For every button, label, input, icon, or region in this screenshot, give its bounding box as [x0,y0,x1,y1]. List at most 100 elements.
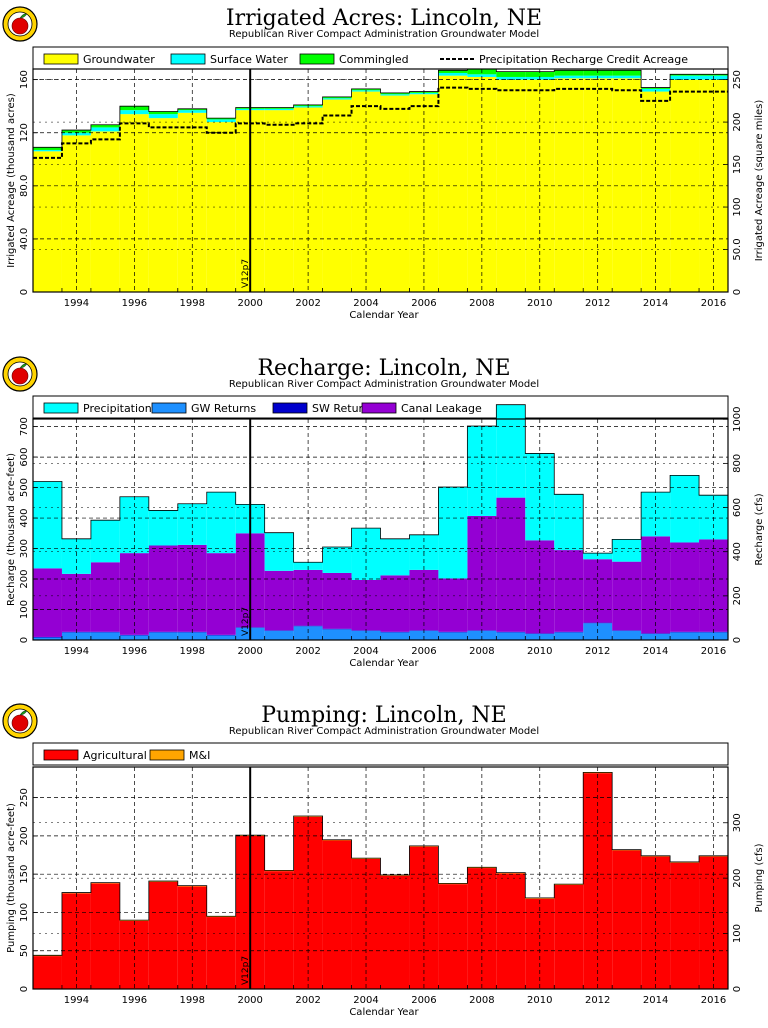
legend-swatch-agricultural [43,749,79,761]
bar-precipitation-1993 [33,481,62,569]
bar-sw-returns-2010 [525,633,555,634]
chart-subtitle: Republican River Compact Administration … [229,29,539,40]
bar-commingled-2010 [525,71,555,77]
legend-box [32,742,729,766]
bar-gw-returns-1995 [90,632,120,640]
y-tick-label: 80.0 [19,175,30,197]
bar-groundwater-2011 [554,78,584,293]
bar-sw-returns-2009 [496,631,526,633]
bar-precipitation-2005 [380,538,410,576]
bar-agricultural-2011 [554,884,584,989]
bar-commingled-2016 [699,74,728,76]
chart-title: Recharge: Lincoln, NE [257,356,510,381]
x-tick-label: 1994 [64,298,89,309]
logo-apple [11,17,29,35]
y-tick-label: 700 [19,417,30,436]
bar-agricultural-1999 [206,917,236,989]
gridlines [33,767,728,989]
x-tick-label: 2000 [237,995,262,1006]
bar-sw-returns-1997 [148,631,178,633]
bar-sw-returns-1995 [90,631,120,633]
bar-canal-leakage-2001 [264,570,294,631]
bar-commingled-2003 [322,96,352,99]
bar-commingled-1993 [33,147,62,150]
x-tick-label: 2014 [643,995,668,1006]
bar-precipitation-2009 [496,404,526,498]
bar-groundwater-1993 [33,151,62,292]
bar-canal-leakage-2003 [322,572,352,629]
chart-subtitle: Republican River Compact Administration … [229,726,539,737]
x-tick-label: 1998 [180,995,205,1006]
y2-tick-label: 150 [732,155,743,174]
bar-gw-returns-2002 [293,626,323,640]
x-tick-label: 2012 [585,995,610,1006]
bar-surface-water-2009 [496,76,526,80]
bar-groundwater-2013 [612,78,642,293]
y2-tick-label: 100 [732,924,743,943]
y2-tick-label: 250 [732,70,743,89]
bar-sw-returns-1999 [206,634,236,636]
bar-canal-leakage-1993 [33,568,62,637]
y2-tick-label: 800 [732,454,743,473]
model-version-label: V12p7 [241,607,251,636]
apple-logo-icon [2,6,38,42]
precip-credit-line [33,86,728,159]
logo-leaf [19,710,28,716]
bar-sw-returns-2001 [264,630,294,631]
bar-gw-returns-2003 [322,629,352,640]
y2-tick-label: 0 [732,637,743,643]
logo-apple [11,367,29,385]
bar-gw-returns-2013 [612,630,642,640]
y2-tick-label: 400 [732,542,743,561]
x-tick-label: 1994 [64,995,89,1006]
bar-surface-water-1999 [206,119,236,123]
bar-gw-returns-2001 [264,630,294,640]
x-tick-label: 2006 [411,646,436,657]
x-tick-label: 2016 [701,646,726,657]
gridlines [33,69,728,292]
y2-tick-label: 600 [732,498,743,517]
y2-tick-label: 50.0 [732,238,743,260]
bar-groundwater-2001 [264,110,294,293]
x-tick-label: 2016 [701,298,726,309]
x-tick-label: 2002 [295,995,320,1006]
legend-label: Commingled [339,53,409,66]
bar-agricultural-2003 [322,840,352,989]
bar-canal-leakage-1999 [206,553,236,635]
y-tick-label: 100 [19,600,30,619]
bar-commingled-2011 [554,70,584,76]
y-tick-label: 150 [19,865,30,884]
x-tick-label: 2002 [295,646,320,657]
y-tick-label: 200 [19,826,30,845]
bar-commingled-1999 [206,118,236,120]
x-tick-label: 2008 [469,646,494,657]
bar-precipitation-1997 [148,510,178,546]
bar-commingled-1997 [148,111,178,115]
y-tick-label: 160 [19,70,30,89]
bar-canal-leakage-2005 [380,575,410,632]
y-tick-label: 300 [19,539,30,558]
bar-commingled-2009 [496,71,526,77]
bar-agricultural-2009 [496,873,526,989]
bar-agricultural-2013 [612,850,642,989]
y2-tick-label: 0 [732,986,743,992]
y-tick-label: 400 [19,509,30,528]
bar-sw-returns-2003 [322,628,352,630]
bar-commingled-1998 [177,108,207,111]
bar-agricultural-2007 [438,884,468,989]
y2-tick-label: 0 [732,289,743,295]
bar-sw-returns-2014 [641,633,671,634]
bar-commingled-1994 [61,130,91,133]
bar-surface-water-1995 [90,127,120,132]
bar-canal-leakage-1997 [148,545,178,632]
x-tick-label: 1996 [122,995,147,1006]
stack-outline [33,404,728,563]
bar-commingled-2014 [641,87,671,89]
x-tick-label: 2004 [353,995,378,1006]
x-tick-label: 2004 [353,298,378,309]
x-tick-label: 2010 [527,298,552,309]
bar-surface-water-2015 [670,75,700,80]
bar-groundwater-1999 [206,122,236,292]
bar-commingled-2013 [612,70,642,76]
y2-tick-label: 200 [732,869,743,888]
